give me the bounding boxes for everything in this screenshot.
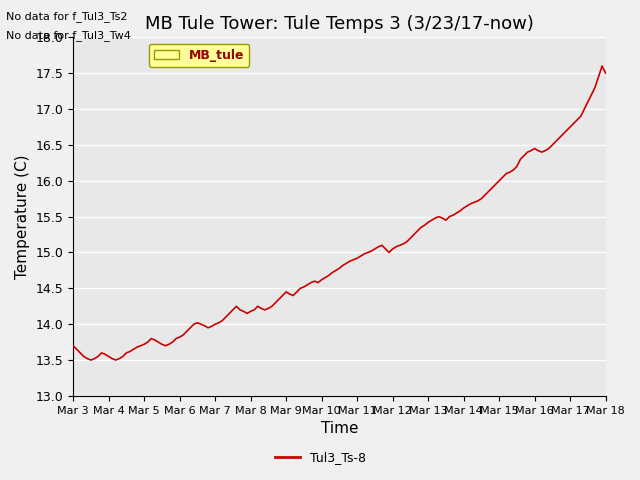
- Legend: Tul3_Ts-8: Tul3_Ts-8: [269, 446, 371, 469]
- Text: No data for f_Tul3_Tw4: No data for f_Tul3_Tw4: [6, 30, 131, 41]
- Y-axis label: Temperature (C): Temperature (C): [15, 155, 30, 279]
- Legend: MB_tule: MB_tule: [148, 44, 249, 67]
- X-axis label: Time: Time: [321, 421, 358, 436]
- Title: MB Tule Tower: Tule Temps 3 (3/23/17-now): MB Tule Tower: Tule Temps 3 (3/23/17-now…: [145, 15, 534, 33]
- Text: No data for f_Tul3_Ts2: No data for f_Tul3_Ts2: [6, 11, 128, 22]
